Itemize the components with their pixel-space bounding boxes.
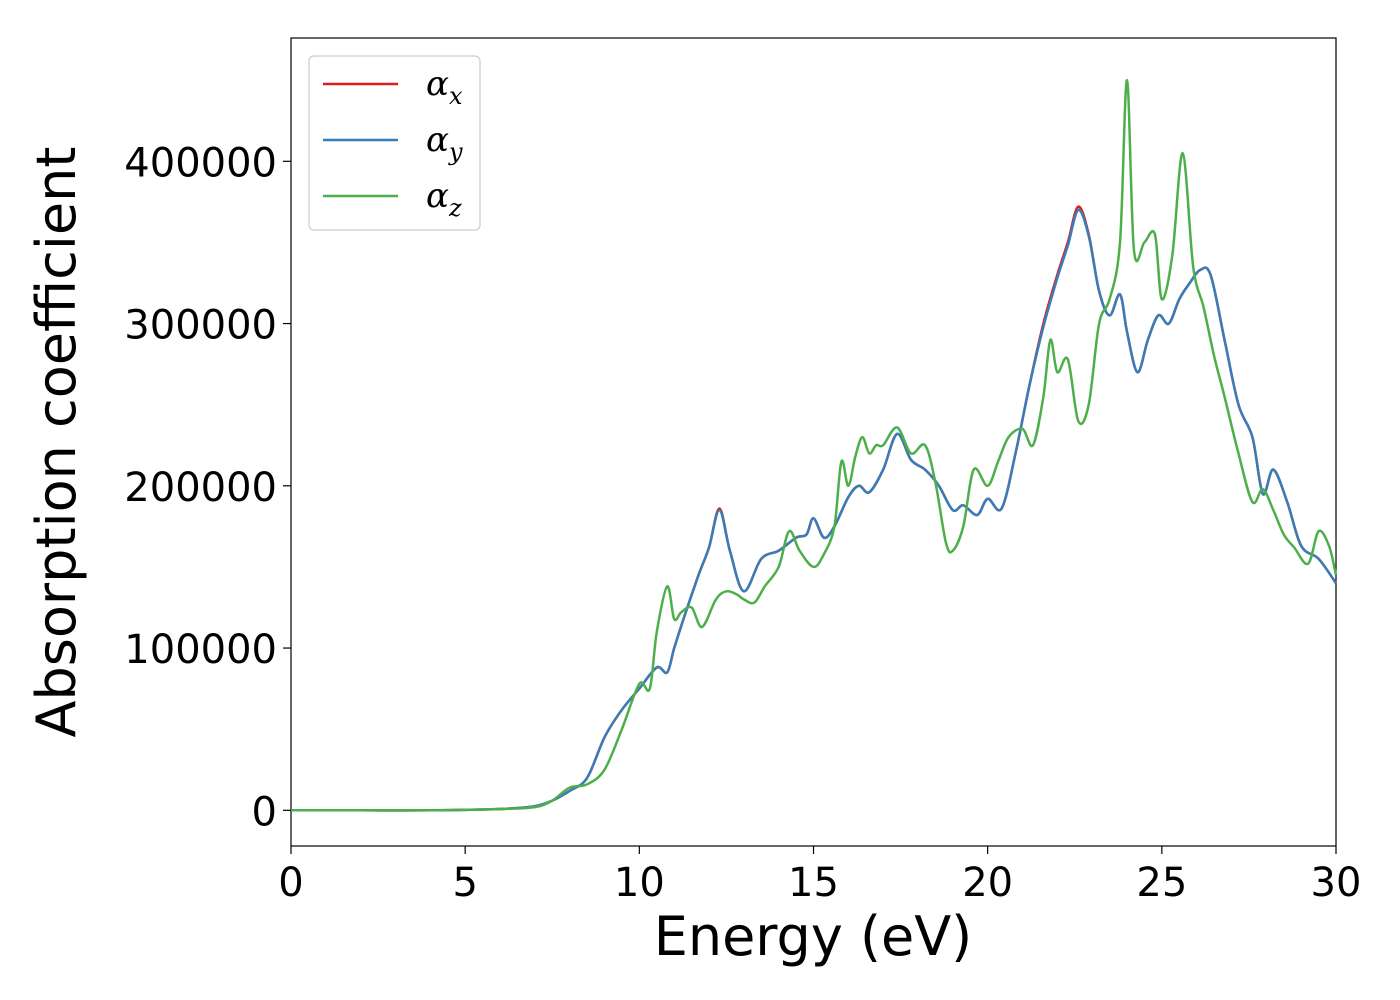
- legend-subscript: y: [448, 138, 463, 166]
- x-axis-ticks: 0 5 10 15 20 25 30: [278, 846, 1361, 906]
- legend-symbol: α: [426, 120, 449, 160]
- series-line-y: [291, 208, 1338, 812]
- y-tick-label: 100000: [124, 627, 277, 673]
- legend-symbol: α: [426, 176, 449, 216]
- x-tick-label: 0: [278, 860, 303, 906]
- y-axis-ticks: 0 100000 200000 300000 400000: [124, 140, 291, 835]
- x-tick-label: 5: [452, 860, 477, 906]
- legend-label-y: αy: [426, 120, 463, 166]
- legend-subscript: z: [448, 194, 462, 222]
- series-layer: [291, 78, 1338, 812]
- y-tick-label: 400000: [124, 140, 277, 186]
- x-tick-label: 15: [788, 860, 839, 906]
- legend-subscript: x: [449, 82, 463, 110]
- x-axis-label: Energy (eV): [654, 905, 973, 968]
- legend-label-z: αz: [426, 176, 462, 222]
- legend-frame: [308, 55, 481, 231]
- x-tick-label: 10: [614, 860, 665, 906]
- x-tick-label: 30: [1311, 860, 1362, 906]
- series-line-z: [291, 78, 1338, 812]
- y-tick-label: 0: [252, 789, 277, 835]
- y-axis-label: Absorption coefficient: [25, 147, 88, 738]
- legend-label-x: αx: [426, 64, 463, 110]
- y-tick-label: 300000: [124, 303, 277, 349]
- y-tick-label: 200000: [124, 465, 277, 511]
- x-tick-label: 20: [962, 860, 1013, 906]
- x-tick-label: 25: [1136, 860, 1187, 906]
- legend-symbol: α: [426, 64, 449, 104]
